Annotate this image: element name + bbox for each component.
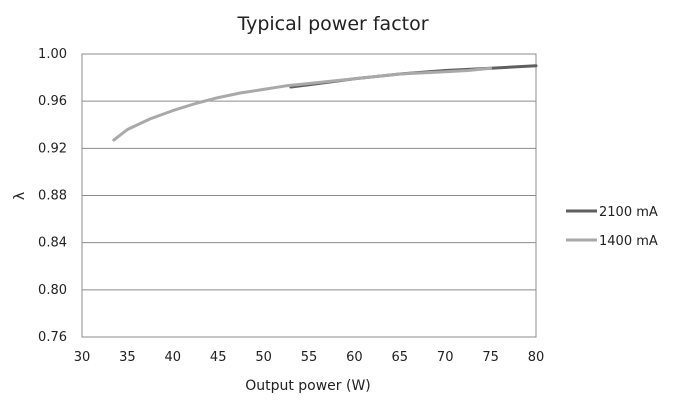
y-axis-label: λ bbox=[12, 192, 28, 200]
y-tick-label: 0.76 bbox=[38, 330, 67, 345]
gridlines bbox=[81, 53, 537, 338]
legend-item: 1400 mA bbox=[566, 234, 658, 249]
plot-frame bbox=[81, 53, 537, 338]
x-tick-label: 75 bbox=[482, 350, 499, 365]
x-tick-label: 80 bbox=[528, 350, 545, 365]
y-tick-label: 0.92 bbox=[38, 141, 67, 156]
y-tick-label: 0.96 bbox=[38, 94, 67, 109]
series-lines bbox=[112, 64, 538, 142]
y-tick-label: 0.88 bbox=[38, 189, 67, 204]
x-tick-label: 30 bbox=[74, 350, 91, 365]
y-tick-label: 1.00 bbox=[38, 47, 67, 62]
x-axis-label: Output power (W) bbox=[245, 378, 371, 394]
x-tick-label: 55 bbox=[301, 350, 318, 365]
chart-title: Typical power factor bbox=[236, 13, 428, 35]
y-tick-labels: 1.00 0.96 0.92 0.88 0.84 0.80 0.76 bbox=[38, 47, 67, 345]
series-line-1400-ma bbox=[112, 66, 493, 142]
y-tick-label: 0.80 bbox=[38, 283, 67, 298]
series-line-2100-ma bbox=[289, 64, 538, 89]
x-tick-labels: 30 35 40 45 50 55 60 65 70 75 80 bbox=[74, 350, 545, 365]
legend-label: 1400 mA bbox=[599, 234, 658, 249]
legend-item: 2100 mA bbox=[566, 205, 658, 220]
x-tick-label: 65 bbox=[392, 350, 409, 365]
legend-label: 2100 mA bbox=[599, 205, 658, 220]
x-tick-label: 50 bbox=[255, 350, 272, 365]
legend: 2100 mA 1400 mA bbox=[566, 205, 658, 249]
x-tick-label: 60 bbox=[346, 350, 363, 365]
y-tick-label: 0.84 bbox=[38, 236, 67, 251]
x-tick-label: 35 bbox=[119, 350, 136, 365]
x-tick-label: 40 bbox=[165, 350, 182, 365]
x-tick-label: 45 bbox=[210, 350, 227, 365]
x-tick-label: 70 bbox=[437, 350, 454, 365]
